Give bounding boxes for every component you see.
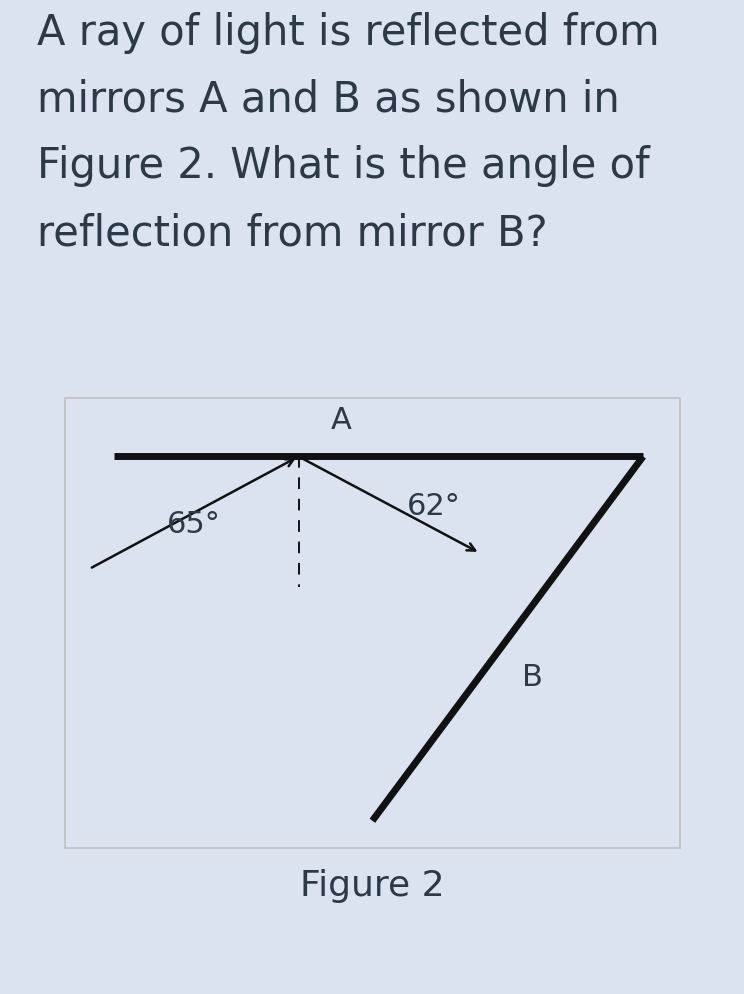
- Text: 62°: 62°: [407, 492, 461, 521]
- Text: A: A: [331, 406, 352, 434]
- Text: B: B: [522, 663, 543, 692]
- Text: A ray of light is reflected from
mirrors A and B as shown in
Figure 2. What is t: A ray of light is reflected from mirrors…: [37, 12, 660, 253]
- Text: Figure 2: Figure 2: [300, 868, 444, 902]
- Text: 65°: 65°: [167, 510, 221, 539]
